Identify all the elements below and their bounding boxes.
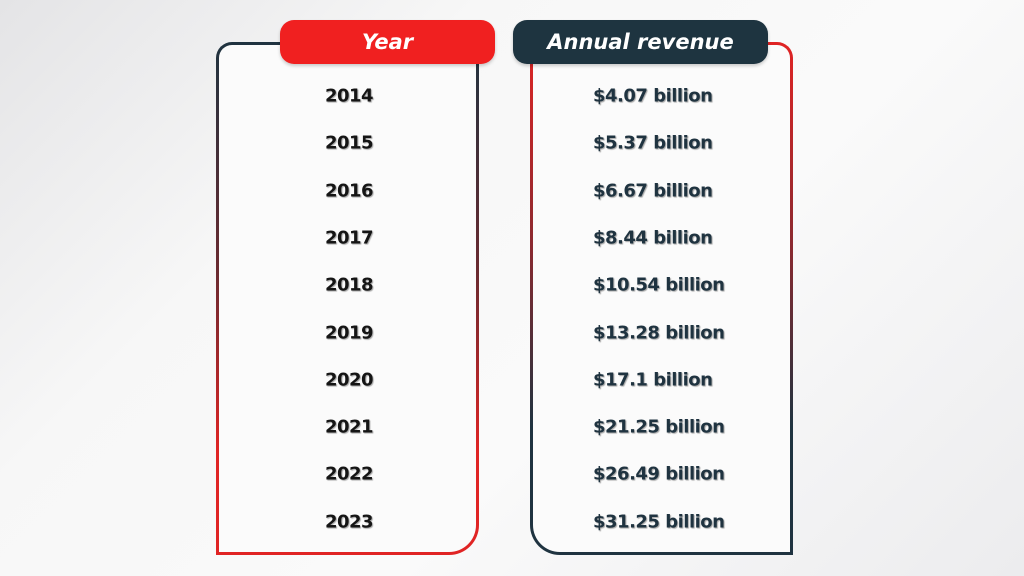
year-column-frame bbox=[216, 42, 479, 555]
year-cell: 2022 bbox=[324, 463, 374, 485]
revenue-cell: $17.1 billion bbox=[593, 369, 713, 391]
revenue-cell: $21.25 billion bbox=[593, 416, 725, 438]
year-cell: 2023 bbox=[324, 511, 374, 533]
revenue-column-frame bbox=[530, 42, 793, 555]
year-cell: 2019 bbox=[324, 322, 374, 343]
revenue-cell: $6.67 billion bbox=[593, 180, 713, 202]
revenue-cell: $8.44 billion bbox=[593, 227, 713, 249]
year-cell: 2018 bbox=[324, 274, 374, 296]
year-cell: 2016 bbox=[324, 180, 374, 202]
revenue-cell: $10.54 billion bbox=[593, 274, 725, 296]
revenue-header: Annual revenue bbox=[513, 20, 768, 64]
revenue-cell: $31.25 billion bbox=[593, 511, 725, 533]
revenue-cell: $26.49 billion bbox=[593, 463, 725, 485]
revenue-cell: $4.07 billion bbox=[593, 85, 713, 107]
year-cell: 2017 bbox=[324, 227, 374, 249]
year-cell: 2020 bbox=[324, 369, 374, 391]
revenue-cell: $5.37 billion bbox=[593, 132, 713, 154]
year-cell: 2021 bbox=[324, 416, 374, 438]
year-cell: 2014 bbox=[324, 85, 374, 107]
year-cell: 2015 bbox=[324, 132, 374, 154]
revenue-cell: $13.28 billion bbox=[593, 322, 725, 343]
year-header: Year bbox=[280, 20, 495, 64]
